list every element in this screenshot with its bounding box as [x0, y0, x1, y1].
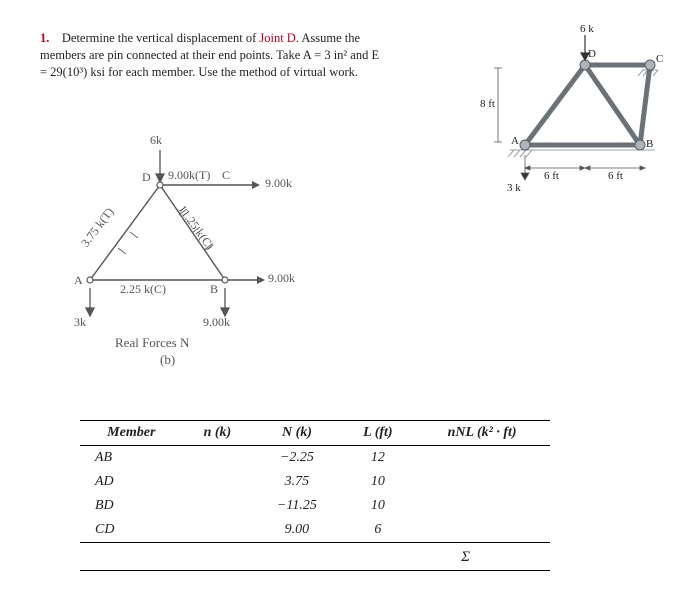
table-row: AB −2.25 12	[80, 446, 550, 471]
sketch-top-load: 6k	[150, 133, 162, 148]
sketch-caption1: Real Forces N	[115, 335, 189, 351]
truss-svg	[480, 20, 670, 190]
cell-nNL	[414, 494, 550, 518]
sketch-A: A	[74, 273, 83, 288]
cell-N: −2.25	[252, 446, 341, 471]
cell-member: AB	[80, 446, 183, 471]
sketch-dc-force: 9.00k(T)	[168, 168, 210, 183]
problem-text-pre: Determine the vertical displacement of	[62, 31, 260, 45]
cell-nNL	[414, 446, 550, 471]
clean-node-C: C	[656, 53, 663, 65]
sketch-caption2: (b)	[160, 352, 175, 368]
clean-node-D: D	[588, 48, 596, 60]
sketch-ab-arrow-lbl: 9.00k	[268, 271, 295, 286]
clean-load-label: 6 k	[580, 23, 594, 35]
table-row: BD −11.25 10	[80, 494, 550, 518]
clean-span-right: 6 ft	[608, 170, 623, 182]
table-header-row: Member n (k) N (k) L (ft) nNL (k² · ft)	[80, 421, 550, 446]
clean-span-left: 6 ft	[544, 170, 559, 182]
cell-n	[183, 470, 253, 494]
sketch-B: B	[210, 282, 218, 297]
table-row: CD 9.00 6	[80, 518, 550, 543]
cell-N: −11.25	[252, 494, 341, 518]
th-member: Member	[80, 421, 183, 446]
clean-height-label: 8 ft	[480, 98, 495, 110]
cell-L: 6	[342, 518, 415, 543]
cell-n	[183, 518, 253, 543]
cell-nNL	[414, 470, 550, 494]
cell-n	[183, 494, 253, 518]
sketch-react-left: 3k	[74, 315, 86, 330]
clean-node-A: A	[511, 135, 519, 147]
cell-nNL	[414, 518, 550, 543]
sigma-row: Σ	[80, 545, 550, 571]
hand-sketch: 6k D 9.00k(T) C 9.00k 3.75 k(T) 11.25 k(…	[70, 130, 330, 364]
cell-N: 9.00	[252, 518, 341, 543]
clean-bottom-load: 3 k	[507, 182, 521, 194]
cell-member: CD	[80, 518, 183, 543]
clean-truss-figure: 6 k 8 ft 6 ft 6 ft 3 k A B C D	[480, 20, 670, 194]
problem-joint: Joint D.	[259, 31, 299, 45]
problem-number: 1.	[40, 31, 49, 45]
results-table-area: Member n (k) N (k) L (ft) nNL (k² · ft) …	[80, 420, 550, 571]
results-table: Member n (k) N (k) L (ft) nNL (k² · ft) …	[80, 420, 550, 543]
cell-n	[183, 446, 253, 471]
th-n: n (k)	[183, 421, 253, 446]
sketch-C: C	[222, 168, 230, 183]
sketch-react-right: 9.00k	[203, 315, 230, 330]
cell-L: 10	[342, 470, 415, 494]
sigma-cell: Σ	[80, 545, 550, 571]
cell-L: 12	[342, 446, 415, 471]
cell-L: 10	[342, 494, 415, 518]
sketch-dc-arrow-lbl: 9.00k	[265, 176, 292, 191]
table-row: AD 3.75 10	[80, 470, 550, 494]
th-nNL: nNL (k² · ft)	[414, 421, 550, 446]
sketch-D: D	[142, 170, 151, 185]
clean-node-B: B	[646, 138, 653, 150]
sketch-ab: 2.25 k(C)	[120, 282, 166, 297]
cell-N: 3.75	[252, 470, 341, 494]
cell-member: BD	[80, 494, 183, 518]
problem-statement: 1. Determine the vertical displacement o…	[40, 30, 380, 81]
th-L: L (ft)	[342, 421, 415, 446]
th-N: N (k)	[252, 421, 341, 446]
cell-member: AD	[80, 470, 183, 494]
